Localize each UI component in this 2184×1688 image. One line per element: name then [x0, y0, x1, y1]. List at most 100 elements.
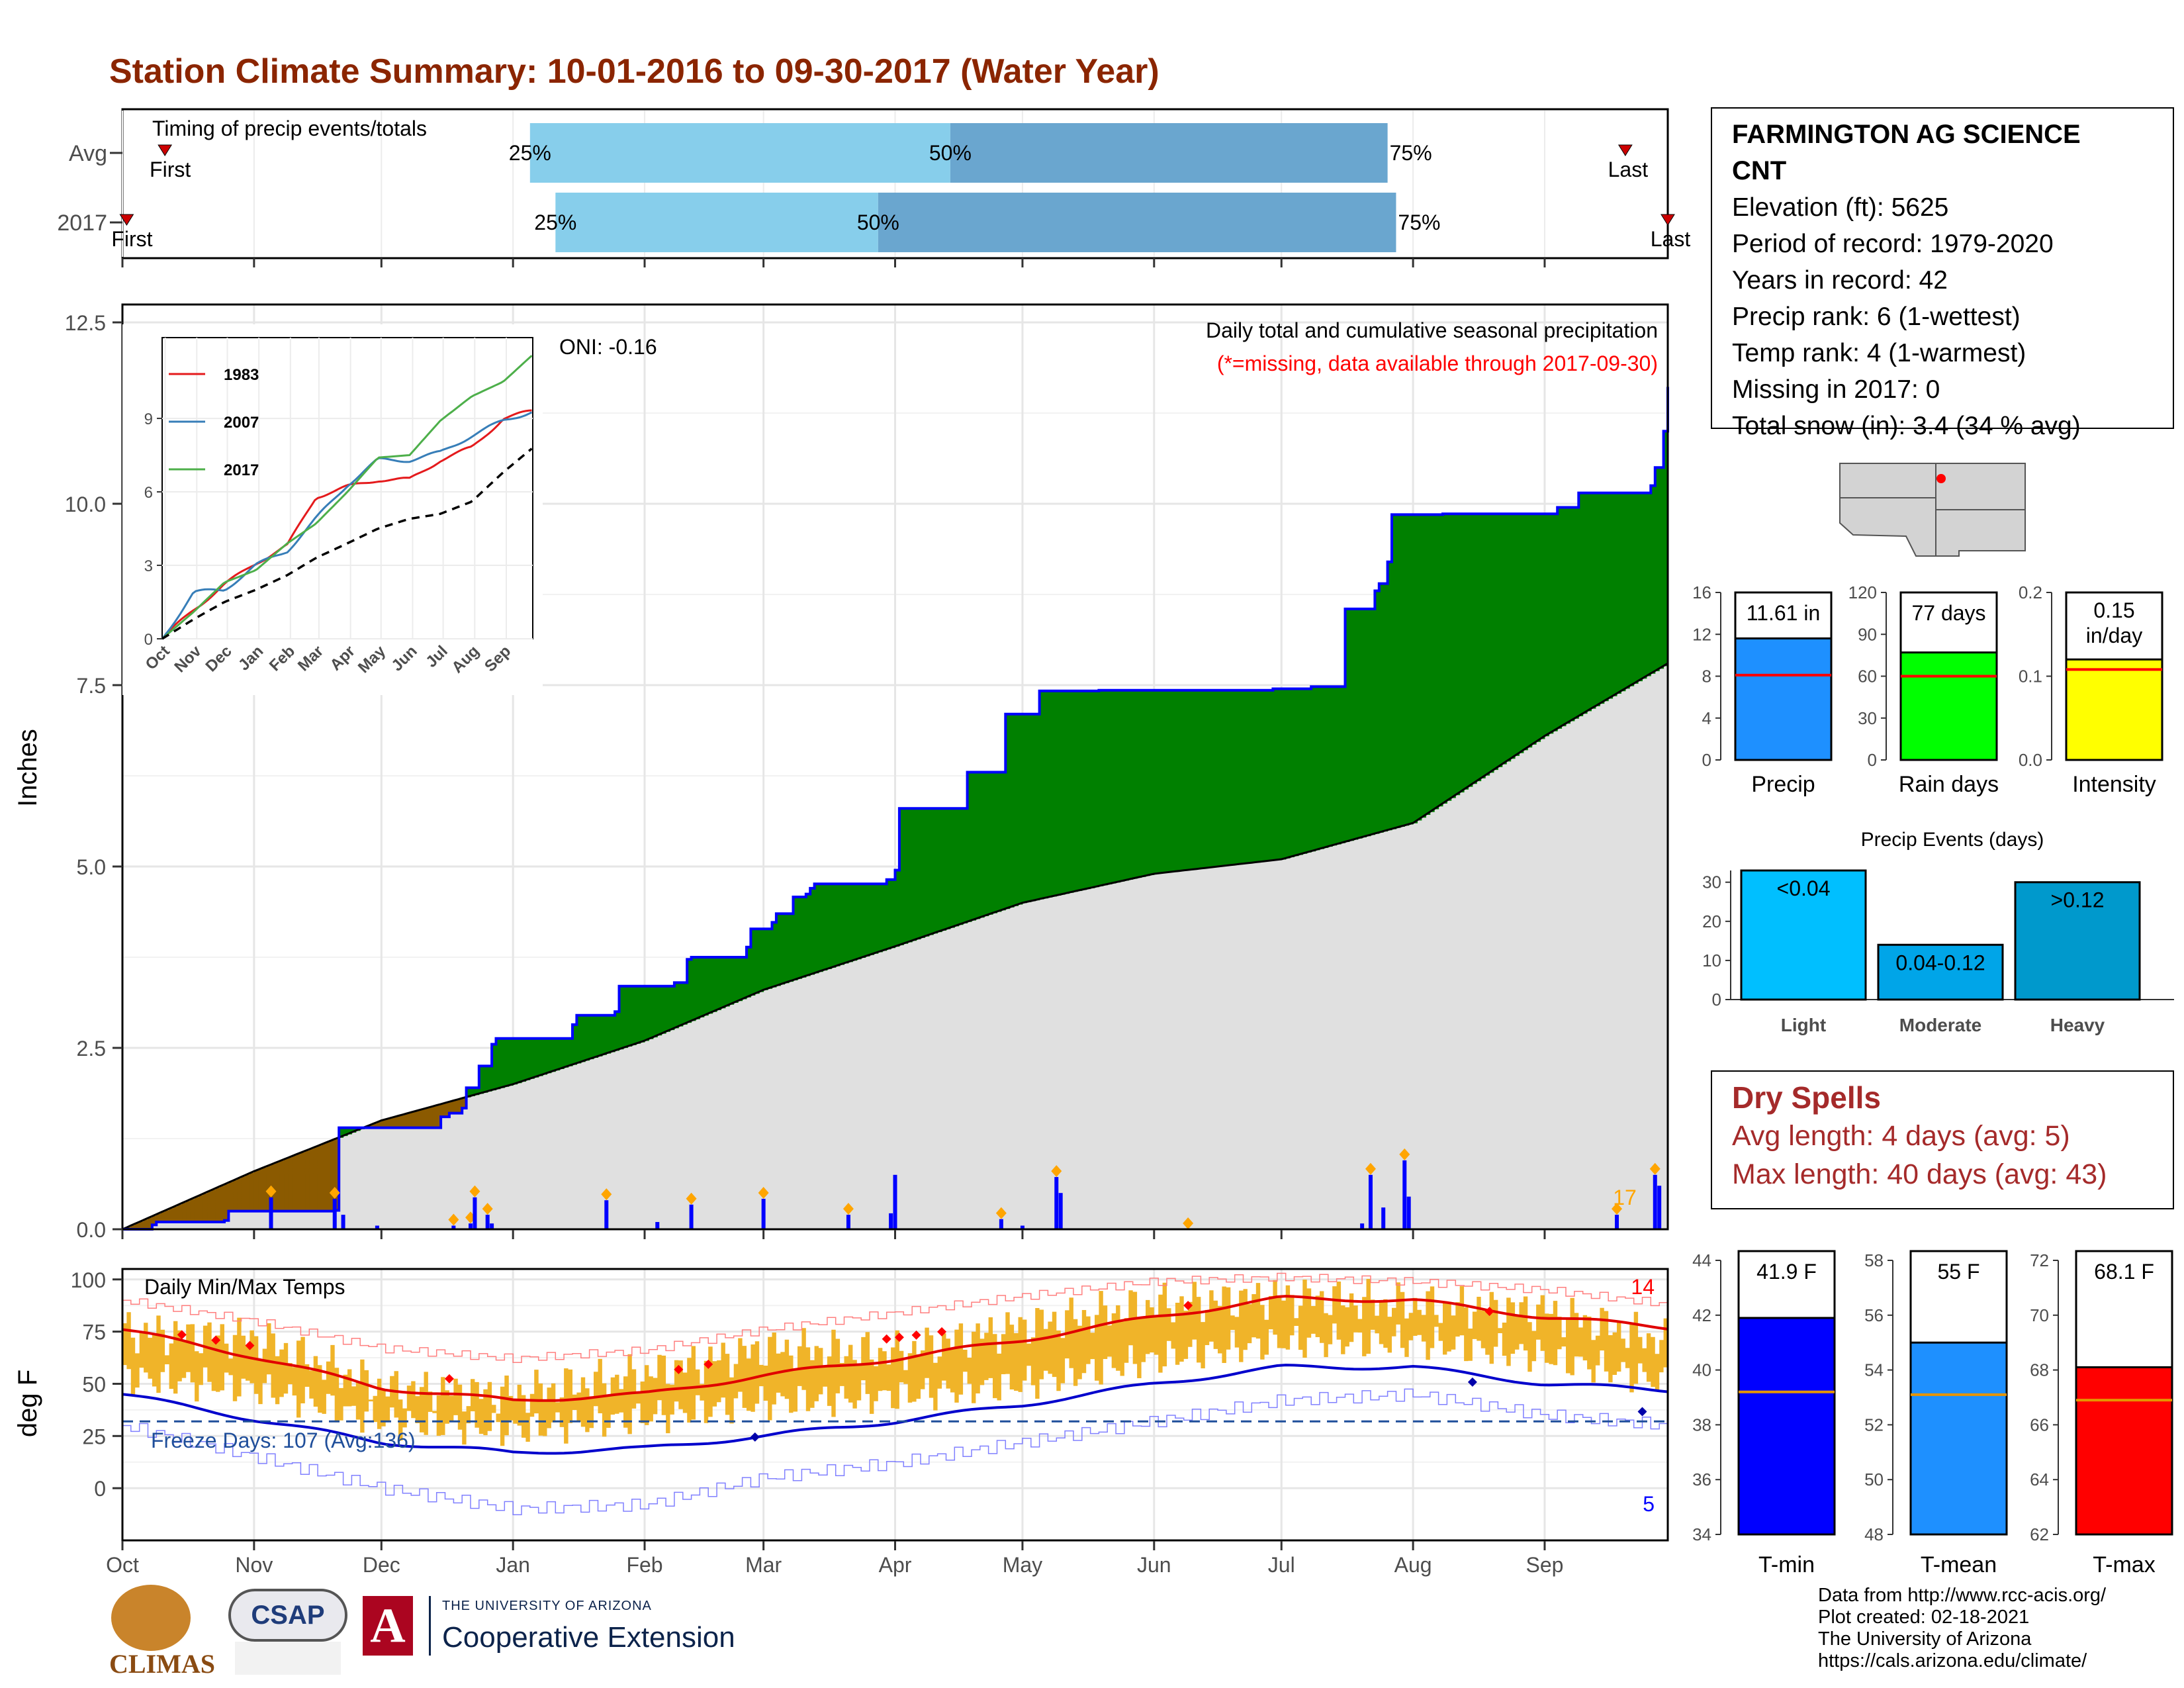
csap-logo-text: CSAP — [228, 1589, 347, 1642]
temps-y-tick-label: 0 — [94, 1477, 106, 1501]
small-bar-tick-label: 0 — [1702, 750, 1711, 770]
university-arizona-logo[interactable]: A THE UNIVERSITY OF ARIZONA Cooperative … — [363, 1592, 747, 1671]
timing-bar-early — [555, 193, 878, 252]
record-high-marker — [177, 1330, 187, 1340]
inset-series-line — [161, 355, 533, 640]
daily-precip-marker — [995, 1207, 1007, 1219]
inset-avg-line — [161, 447, 533, 640]
station-marker — [1936, 474, 1946, 483]
precip-y-tick-label: 2.5 — [77, 1037, 106, 1060]
cold-count-label: 5 — [1643, 1492, 1655, 1516]
precip-frame — [121, 303, 1669, 1231]
hot-count-label: 14 — [1631, 1275, 1655, 1299]
record-high-marker — [211, 1335, 221, 1345]
small-bar-tick-label: 120 — [1848, 583, 1877, 602]
record-low-marker — [750, 1432, 760, 1442]
small-bar-tick-label: 12 — [1692, 624, 1711, 644]
events-bar-label: 0.04-0.12 — [1895, 951, 1985, 974]
record-high-marker — [704, 1359, 713, 1369]
temps-panel: 0 25 50 75 100 Oct Nov Dec Jan Feb Mar Apr May Jun Jul… — [13, 1268, 1669, 1577]
inset-y-tick-label: 0 — [144, 631, 153, 649]
small-bar-value — [1909, 1341, 2008, 1536]
daily-precip-bar — [889, 1213, 893, 1229]
daily-precip-bar — [469, 1223, 473, 1229]
daily-precip-marker — [1649, 1162, 1661, 1175]
below-avg-fill — [126, 1098, 467, 1230]
page-title: Station Climate Summary: 10-01-2016 to 0… — [109, 52, 1160, 91]
timing-pct-label: 25% — [534, 211, 576, 234]
small-bar-tick-label: 60 — [1858, 667, 1877, 686]
daily-precip-bar — [1402, 1160, 1407, 1229]
temps-x-tick-label: Apr — [879, 1553, 912, 1577]
ua-block-a: A — [363, 1596, 413, 1656]
timing-last-label: Last — [1651, 227, 1691, 251]
small-bar-value-label: 41.9 F — [1756, 1260, 1817, 1284]
precip-events-title: Precip Events (days) — [1861, 829, 2044, 851]
record-high-marker — [1183, 1301, 1193, 1311]
daily-precip-bar — [893, 1174, 897, 1229]
temps-x-tick-label: Sep — [1526, 1553, 1564, 1577]
daily-precip-bar — [490, 1223, 494, 1229]
precip-y-tick-label: 0.0 — [77, 1218, 106, 1242]
small-bar-value — [2075, 1366, 2173, 1536]
temps-x-tick-label: Jun — [1137, 1553, 1171, 1577]
precip-y-tick-label: 5.0 — [77, 855, 106, 879]
climas-logo[interactable]: CLIMAS — [106, 1582, 218, 1681]
station-name: FARMINGTON AG SCIENCE — [1732, 120, 2081, 149]
station-name-line2: CNT — [1732, 156, 1787, 185]
daily-precip-bar — [761, 1198, 766, 1229]
daily-precip-marker — [1051, 1165, 1062, 1178]
precip-events-panel: Precip Events (days) 0 10 20 30 <0.04 Light 0.0… — [1702, 829, 2174, 1035]
daily-precip-bar — [1020, 1225, 1024, 1229]
timing-label: Timing of precip events/totals — [152, 117, 427, 140]
station-snow: Total snow (in): 3.4 (34 % avg) — [1732, 412, 2081, 440]
small-bar-tick-label: 0.2 — [2019, 583, 2042, 602]
timing-pct-label: 50% — [929, 141, 972, 165]
ua-extension-text: Cooperative Extension — [442, 1621, 735, 1654]
dry-spells-box: Dry Spells Avg length: 4 days (avg: 5) M… — [1711, 1070, 2174, 1209]
inset-legend-label: 1983 — [224, 366, 259, 384]
station-elevation: Elevation (ft): 5625 — [1732, 193, 1949, 222]
state-map-outline — [1839, 463, 2026, 557]
precip-panel: 0.0 2.5 5.0 7.5 10.0 12.5 Inches Daily total … — [13, 303, 1669, 1242]
station-info-box: FARMINGTON AG SCIENCE CNT Elevation (ft)… — [1711, 107, 2174, 440]
daily-precip-marker — [601, 1188, 612, 1201]
small-bar-tick-label: 66 — [2030, 1415, 2049, 1434]
daily-precip-bar — [375, 1225, 379, 1229]
small-bar-category-label: Intensity — [2072, 772, 2156, 797]
inset-y-tick-label: 9 — [144, 410, 153, 428]
daily-precip-bar — [451, 1225, 456, 1229]
small-bar-tick-label: 68 — [2030, 1360, 2049, 1380]
small-bar-tick-label: 4 — [1702, 708, 1711, 728]
daily-precip-bar — [689, 1204, 694, 1229]
timing-first-label: First — [111, 227, 152, 251]
small-bar-value — [1737, 1317, 1836, 1536]
small-bar-tick-label: 44 — [1692, 1250, 1711, 1270]
small-bar-tick-label: 90 — [1858, 624, 1877, 644]
daily-precip-marker — [482, 1203, 493, 1215]
record-high-marker — [937, 1327, 947, 1336]
event-count-label: 17 — [1613, 1186, 1637, 1209]
daily-precip-bar — [473, 1197, 477, 1229]
daily-precip-bar — [846, 1215, 850, 1229]
inset-y-tick-label: 3 — [144, 557, 153, 575]
station-temp-rank: Temp rank: 4 (1-warmest) — [1732, 339, 2026, 367]
daily-precip-bar — [604, 1200, 609, 1229]
csap-logo[interactable]: CSAP — [228, 1589, 351, 1685]
temps-x-tick-label: May — [1003, 1553, 1042, 1577]
temps-x-tick-label: Feb — [626, 1553, 662, 1577]
temps-y-tick-label: 75 — [82, 1321, 106, 1344]
avg-cumulative-line — [122, 662, 1668, 1231]
daily-precip-bar — [1381, 1207, 1386, 1229]
timing-pct-label: 75% — [1390, 141, 1432, 165]
daily-precip-marker — [1612, 1203, 1623, 1215]
small-bar-value-label: 68.1 F — [2094, 1260, 2154, 1284]
dry-spells-max: Max length: 40 days (avg: 43) — [1732, 1158, 2107, 1190]
small-bar-category-label: Rain days — [1899, 772, 1999, 797]
station-precip-rank: Precip rank: 6 (1-wettest) — [1732, 303, 2021, 331]
small-bar-category-label: T-mean — [1921, 1552, 1997, 1577]
timing-panel: 25% 50% 75% First Last Avg 25% 50% 75% First Last 2… — [57, 108, 1691, 267]
climas-logo-text: CLIMAS — [109, 1649, 216, 1679]
ua-small-text: THE UNIVERSITY OF ARIZONA — [442, 1599, 652, 1613]
timing-bar-late — [878, 193, 1396, 252]
